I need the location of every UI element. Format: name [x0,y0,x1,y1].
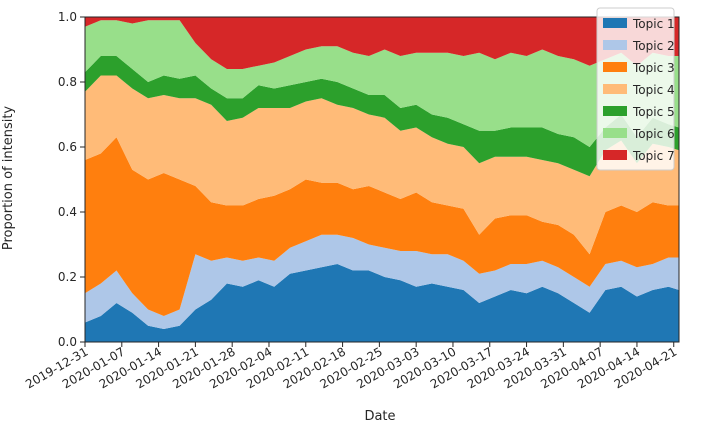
legend-label: Topic 4 [632,83,675,97]
y-tick-label: 1.0 [58,10,77,24]
legend-label: Topic 7 [632,149,675,163]
area-topic-7 [85,17,679,69]
y-tick-label: 0.6 [58,140,77,154]
area-topic-1 [85,264,679,342]
y-tick-label: 0.0 [58,335,77,349]
legend-label: Topic 6 [632,127,675,141]
legend-label: Topic 2 [632,39,675,53]
legend-swatch [603,128,627,138]
x-axis: 2019-12-312020-01-072020-01-142020-01-21… [23,342,679,391]
legend-label: Topic 1 [632,17,675,31]
y-axis-label: Proportion of intensity [1,106,16,251]
area-topic-5 [85,56,679,177]
y-tick-label: 0.8 [58,75,77,89]
x-axis-label: Date [364,409,395,424]
legend-swatch [603,84,627,94]
legend-label: Topic 3 [632,61,675,75]
area-topic-2 [85,234,679,329]
y-tick-label: 0.2 [58,270,77,284]
area-layers [85,17,679,342]
y-axis: 0.0 0.2 0.4 0.6 0.8 1.0 [58,10,85,349]
legend: Topic 1 Topic 2 Topic 3 Topic 4 Topic 5 Topic… [596,7,675,171]
legend-swatch [603,62,627,72]
y-tick-label: 0.4 [58,205,77,219]
area-topic-4 [85,75,679,255]
plot-frame [84,16,680,343]
legend-label: Topic 5 [632,105,675,119]
legend-swatch [603,40,627,50]
area-topic-3 [85,137,679,316]
legend-swatch [603,150,627,160]
legend-swatch [603,106,627,116]
legend-swatch [603,18,627,28]
area-topic-6 [85,20,679,148]
